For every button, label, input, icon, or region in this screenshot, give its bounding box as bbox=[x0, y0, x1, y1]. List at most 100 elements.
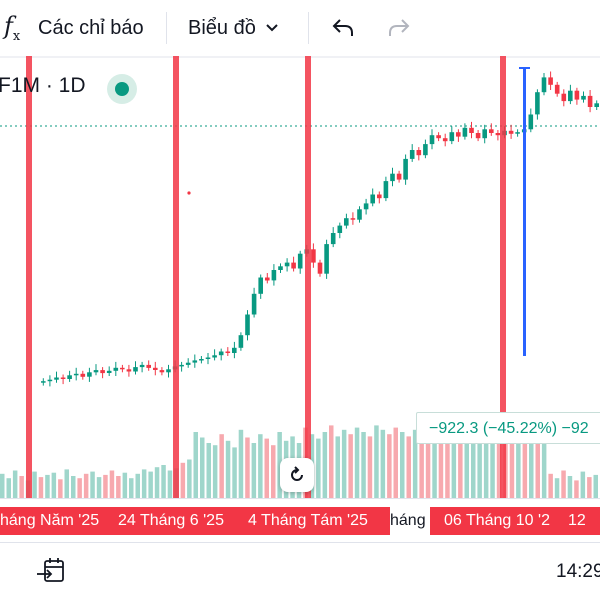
candle-body bbox=[344, 218, 349, 226]
volume-bar bbox=[341, 429, 347, 498]
undo-icon[interactable] bbox=[330, 16, 356, 40]
candle-body bbox=[449, 132, 455, 142]
volume-bar bbox=[71, 476, 76, 498]
candle-body bbox=[133, 367, 138, 372]
candle-body bbox=[297, 253, 303, 269]
volume-bar bbox=[445, 429, 450, 498]
refresh-icon bbox=[291, 466, 303, 481]
candle-body bbox=[568, 90, 573, 102]
candle-body bbox=[179, 364, 184, 367]
candle-body bbox=[377, 194, 382, 199]
price-chart[interactable] bbox=[0, 56, 600, 498]
volume-bar bbox=[83, 473, 89, 498]
volume-bar bbox=[122, 472, 128, 498]
candle-body bbox=[508, 130, 514, 134]
vertical-marker-line[interactable] bbox=[500, 56, 506, 498]
candle-body bbox=[166, 369, 171, 373]
volume-bar bbox=[271, 445, 276, 498]
candle-body bbox=[383, 181, 389, 199]
volume-bar bbox=[219, 434, 224, 498]
candle-body bbox=[232, 347, 237, 353]
candle-body bbox=[423, 144, 428, 156]
volume-bar bbox=[277, 432, 282, 498]
volume-bar bbox=[77, 478, 82, 498]
candle-body bbox=[574, 90, 580, 100]
volume-bar bbox=[103, 474, 108, 498]
candle-body bbox=[126, 369, 132, 372]
volume-bar bbox=[238, 429, 244, 498]
candle-body bbox=[245, 314, 250, 336]
calendar-range-icon[interactable] bbox=[36, 557, 66, 585]
volume-bar bbox=[354, 427, 360, 498]
vertical-marker-line[interactable] bbox=[305, 56, 311, 498]
candle-body bbox=[535, 92, 540, 115]
volume-bar bbox=[380, 429, 386, 498]
volume-bar bbox=[587, 477, 592, 498]
volume-bar bbox=[361, 432, 366, 498]
candle-body bbox=[271, 270, 277, 281]
candle-body bbox=[238, 335, 244, 348]
time-axis-label: 4 Tháng Tám '25 bbox=[242, 507, 390, 535]
vertical-marker-line[interactable] bbox=[26, 56, 32, 498]
volume-bar bbox=[225, 440, 231, 498]
volume-bar bbox=[12, 470, 18, 498]
candle-body bbox=[541, 77, 547, 93]
volume-bar bbox=[258, 434, 263, 498]
time-axis[interactable]: háng Năm '25 24 Tháng 6 '25 4 Tháng Tám … bbox=[0, 498, 600, 539]
candle-body bbox=[442, 138, 448, 142]
candle-body bbox=[291, 262, 296, 269]
volume-bar bbox=[400, 432, 405, 498]
candle-body bbox=[390, 173, 395, 182]
symbol-label[interactable]: F1M · 1D bbox=[0, 74, 86, 97]
candle-body bbox=[554, 84, 560, 94]
time-axis-label: háng Năm '25 bbox=[0, 507, 108, 535]
candle-body bbox=[548, 77, 553, 85]
volume-bar bbox=[90, 471, 95, 498]
live-status-indicator bbox=[107, 74, 137, 104]
volume-bar bbox=[141, 469, 147, 498]
candle-body bbox=[185, 362, 191, 365]
volume-bar bbox=[206, 443, 211, 498]
volume-bar bbox=[322, 432, 328, 498]
volume-bar bbox=[522, 427, 528, 498]
clock-time: 14:29 bbox=[556, 561, 600, 582]
price-change-tag: −922.3 (−45.22%) −92 bbox=[416, 412, 600, 444]
volume-bar bbox=[32, 471, 37, 498]
bottom-bar: 14:29 bbox=[0, 543, 600, 600]
chart-type-button[interactable]: Biểu đồ bbox=[188, 0, 279, 56]
candle-body bbox=[409, 150, 415, 159]
function-icon[interactable]: fx bbox=[4, 12, 21, 44]
volume-bar bbox=[419, 434, 424, 498]
indicators-button[interactable]: Các chỉ báo bbox=[38, 0, 144, 56]
candle-body bbox=[324, 244, 329, 274]
candle-body bbox=[192, 360, 198, 363]
candle-body bbox=[47, 379, 53, 382]
candle-body bbox=[489, 129, 494, 133]
candle-body bbox=[153, 367, 158, 370]
candle-body bbox=[429, 135, 435, 145]
cursor-line[interactable] bbox=[523, 68, 526, 356]
chart-pane[interactable]: F1M · 1D −922.3 (−45.22%) −92 bbox=[0, 56, 600, 498]
candle-body bbox=[561, 93, 567, 102]
volume-bar bbox=[554, 478, 560, 498]
top-toolbar: fx Các chỉ báo Biểu đồ bbox=[0, 0, 600, 56]
volume-bar bbox=[548, 473, 553, 498]
redo-icon[interactable] bbox=[386, 16, 412, 40]
volume-bar bbox=[458, 434, 463, 498]
candle-body bbox=[225, 351, 231, 353]
volume-bar bbox=[251, 443, 257, 498]
volume-bar bbox=[496, 432, 502, 498]
candle-body bbox=[258, 277, 263, 294]
candle-body bbox=[370, 194, 375, 204]
candle-body bbox=[436, 135, 441, 139]
vertical-marker-line[interactable] bbox=[173, 56, 179, 498]
candle-body bbox=[337, 225, 343, 233]
volume-bar bbox=[374, 425, 379, 498]
volume-bar bbox=[109, 470, 115, 498]
volume-bar bbox=[516, 434, 521, 498]
toolbar-separator bbox=[166, 12, 167, 44]
volume-bar bbox=[38, 477, 44, 498]
reset-chart-button[interactable] bbox=[280, 458, 314, 492]
bottom-divider bbox=[0, 542, 600, 543]
volume-bar bbox=[135, 473, 140, 498]
